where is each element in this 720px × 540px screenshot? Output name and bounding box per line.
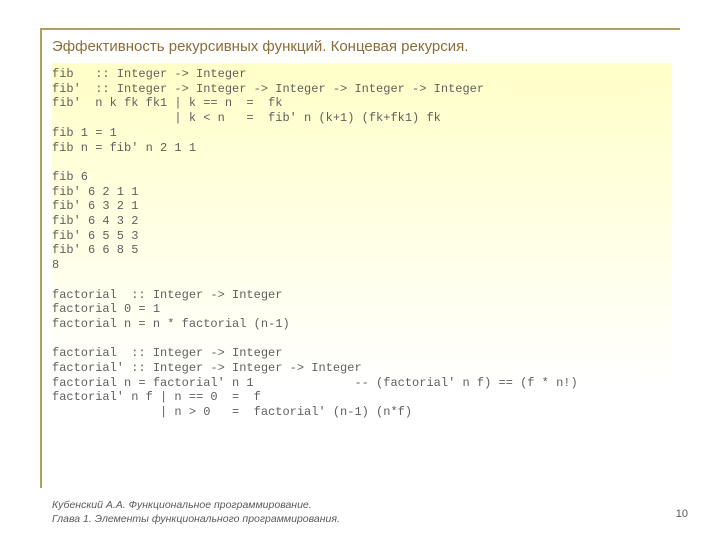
decor-hline [40, 28, 680, 30]
footer: Кубенский А.А. Функциональное программир… [52, 498, 340, 526]
footer-line-1: Кубенский А.А. Функциональное программир… [52, 498, 340, 512]
slide: Эффективность рекурсивных функций. Конце… [0, 0, 720, 540]
footer-line-2: Глава 1. Элементы функционального програ… [52, 512, 340, 526]
slide-title: Эффективность рекурсивных функций. Конце… [52, 38, 690, 55]
code-content: fib :: Integer -> Integer fib' :: Intege… [52, 67, 672, 420]
page-number: 10 [676, 508, 688, 520]
code-block: fib :: Integer -> Integer fib' :: Intege… [52, 63, 672, 424]
decor-vline [40, 28, 42, 488]
